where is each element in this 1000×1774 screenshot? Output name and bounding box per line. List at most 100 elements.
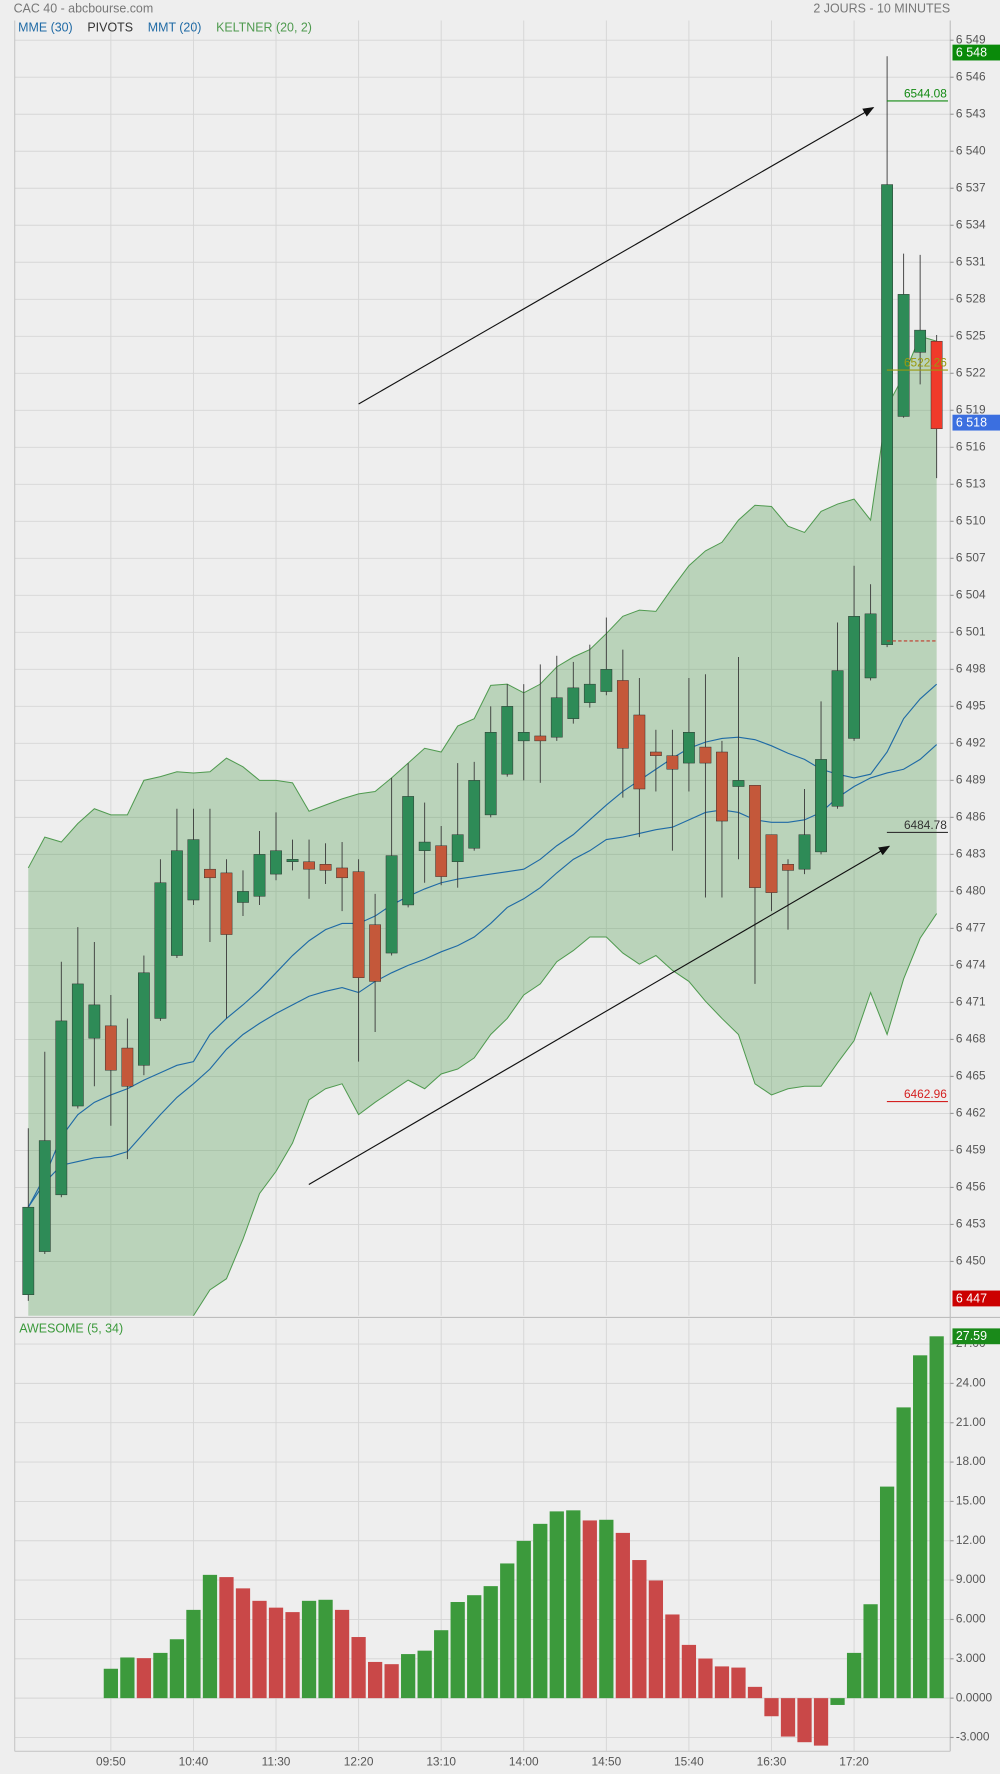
candle-body — [121, 1047, 134, 1087]
ao-bar — [186, 1609, 201, 1699]
legend-entry: KELTNER (20, 2) — [216, 21, 312, 35]
y-tick-label: 6 462 — [956, 1106, 986, 1120]
ao-bar — [351, 1637, 366, 1699]
y-tick-label: 6 528 — [956, 291, 986, 305]
ao-bar — [301, 1600, 317, 1699]
moving-average — [27, 744, 938, 1208]
candle-body — [583, 683, 596, 703]
ao-bar — [879, 1486, 895, 1699]
ao-bar — [417, 1650, 432, 1699]
candles-layer — [22, 56, 943, 1301]
candle-body — [699, 746, 712, 764]
ao-bar — [467, 1595, 482, 1699]
candle-body — [88, 1004, 101, 1039]
ao-bar — [136, 1658, 152, 1699]
legend: MME (30) PIVOTS MMT (20) KELTNER (20, 2) — [18, 21, 312, 35]
candle-body — [930, 340, 943, 430]
price-badge-label: 6 548 — [956, 45, 987, 59]
candle-body — [666, 755, 679, 770]
y-tick-label: 6 525 — [956, 328, 986, 342]
y-tick-label: 6 492 — [956, 735, 986, 749]
ao-bar — [202, 1574, 218, 1699]
keltner-fill — [28, 336, 937, 1316]
y-tick-label: 6 540 — [956, 143, 986, 157]
y-tick-label: 6 519 — [956, 402, 986, 416]
ao-bar — [665, 1614, 680, 1699]
candle-body — [484, 732, 497, 816]
ao-bar — [714, 1666, 730, 1699]
ao-bar — [533, 1523, 548, 1699]
y-tick-label: 15.00 — [956, 1494, 986, 1508]
candle-body — [897, 294, 910, 417]
ao-bar — [500, 1563, 515, 1699]
candle-body — [336, 867, 348, 879]
y-tick-label: 6 501 — [956, 624, 986, 638]
y-tick-label: 6 522 — [956, 365, 986, 379]
y-tick-label: 6 510 — [956, 513, 986, 527]
lines-layer — [27, 683, 938, 1208]
keltner-upper — [27, 335, 937, 869]
price-badge-label: 6 447 — [956, 1291, 987, 1305]
pivot-label: 6544.08 — [904, 86, 947, 100]
candle-body — [55, 1020, 68, 1196]
y-tick-label: 6 465 — [956, 1069, 986, 1083]
candle-body — [385, 855, 398, 954]
candle-body — [270, 850, 282, 875]
ao-bar — [731, 1667, 746, 1699]
ao-bar — [169, 1639, 185, 1699]
candle-body — [286, 859, 299, 863]
y-tick-label: 3.000 — [956, 1651, 986, 1665]
ao-bar — [698, 1658, 713, 1699]
ao-bar — [648, 1580, 664, 1699]
candle-body — [22, 1206, 35, 1295]
candle-body — [600, 669, 613, 692]
y-tick-label: -3.000 — [956, 1730, 990, 1744]
moving-average — [27, 683, 938, 1208]
candle-body — [220, 872, 233, 935]
candle-body — [418, 841, 431, 851]
candle-body — [534, 735, 547, 742]
candle-body — [550, 697, 563, 738]
candle-body — [253, 854, 266, 897]
x-tick-label: 14:50 — [591, 1755, 621, 1769]
ao-bar — [863, 1604, 878, 1699]
ao-bar — [797, 1698, 812, 1743]
candle-body — [633, 714, 646, 790]
ao-bar — [566, 1510, 581, 1699]
y-tick-label: 24.00 — [956, 1376, 986, 1390]
candle-body — [237, 891, 249, 903]
y-tick-label: 6 486 — [956, 810, 986, 824]
ao-bar — [483, 1586, 498, 1699]
candle-body — [815, 759, 827, 853]
ao-bar — [813, 1698, 829, 1746]
y-tick-label: 6 498 — [956, 661, 986, 675]
candle-body — [71, 983, 84, 1107]
ao-bar — [830, 1698, 845, 1705]
x-tick-label: 15:40 — [674, 1755, 704, 1769]
candle-body — [451, 834, 464, 863]
ao-bar — [780, 1698, 796, 1737]
candle-body — [914, 329, 927, 353]
candle-body — [732, 780, 745, 787]
x-tick-label: 17:20 — [839, 1755, 869, 1769]
y-tick-label: 6 468 — [956, 1032, 986, 1046]
y-tick-label: 6 489 — [956, 773, 986, 787]
x-tick-label: 14:00 — [509, 1755, 539, 1769]
value-badge — [952, 1328, 1000, 1345]
ao-bar — [764, 1698, 779, 1717]
y-tick-label: 6 483 — [956, 847, 986, 861]
ao-bar — [103, 1668, 118, 1699]
candle-body — [798, 834, 811, 870]
ao-bar — [681, 1644, 697, 1699]
y-tick-label: 0.0000 — [956, 1690, 993, 1704]
axis-layer: 6 450 6 453 6 456 6 459 6 462 6 465 6 468 6 471… — [14, 20, 1000, 1769]
ao-bar — [334, 1609, 350, 1699]
bars-layer — [103, 1336, 944, 1746]
candle-body — [517, 732, 530, 742]
candle-body — [138, 972, 150, 1066]
y-tick-label: 6 456 — [956, 1180, 986, 1194]
candle-body — [831, 670, 844, 807]
